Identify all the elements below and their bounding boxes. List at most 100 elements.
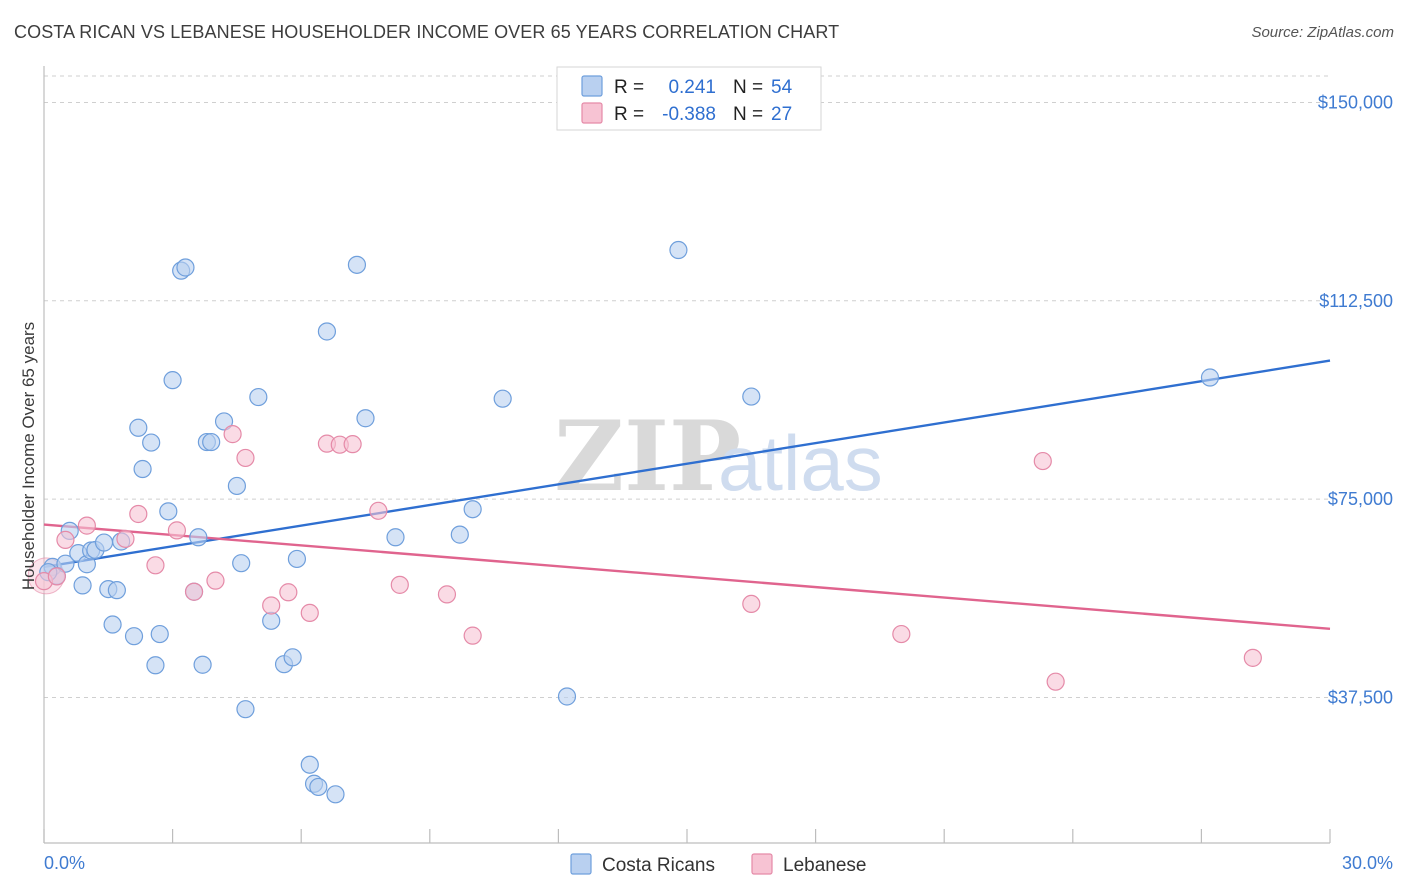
grid-lines <box>44 75 1330 699</box>
point-costa-ricans-18 <box>146 656 165 675</box>
point-costa-ricans-15 <box>129 418 148 437</box>
point-costa-ricans-34 <box>262 611 281 630</box>
y-tick-label-2: $112,500 <box>1319 291 1393 311</box>
data-points <box>27 240 1262 804</box>
legend-n-label-2: N = <box>733 104 763 125</box>
point-lebanese-4 <box>129 504 148 524</box>
bottom-legend-label-lebanese: Lebanese <box>783 855 866 876</box>
point-costa-ricans-48 <box>493 389 512 408</box>
point-lebanese-19 <box>437 585 457 604</box>
point-costa-ricans-21 <box>163 371 182 390</box>
point-costa-ricans-44 <box>356 409 375 428</box>
point-lebanese-10 <box>236 448 255 468</box>
point-costa-ricans-14 <box>124 627 144 646</box>
point-lebanese-6 <box>167 521 186 540</box>
x-tick-label-1: 30.0% <box>1342 853 1393 873</box>
y-tick-labels: $37,500 $75,000 $112,500 $150,000 <box>1318 92 1393 707</box>
bottom-legend-swatch-costa-ricans <box>570 853 592 875</box>
point-lebanese-26 <box>47 567 66 586</box>
y-tick-label-1: $75,000 <box>1328 489 1393 509</box>
legend-n-value-2: 27 <box>771 104 792 125</box>
point-costa-ricans-28 <box>202 432 221 452</box>
point-lebanese-2 <box>77 516 96 535</box>
point-costa-ricans-16 <box>133 459 152 479</box>
point-lebanese-23 <box>1033 451 1052 471</box>
point-lebanese-3 <box>116 529 135 548</box>
x-tick-label-0: 0.0% <box>44 853 85 873</box>
point-costa-ricans-37 <box>287 549 307 569</box>
point-costa-ricans-23 <box>176 258 195 277</box>
point-costa-ricans-43 <box>347 255 367 274</box>
trend-line-lebanese <box>43 523 1331 630</box>
point-costa-ricans-47 <box>463 500 482 519</box>
axes <box>43 66 1331 844</box>
bottom-legend: Costa Ricans Lebanese <box>570 853 866 876</box>
point-lebanese-16 <box>343 435 362 454</box>
legend-r-label-1: R = <box>614 77 644 98</box>
point-lebanese-5 <box>146 556 165 575</box>
point-costa-ricans-33 <box>249 387 268 407</box>
legend-r-label-2: R = <box>614 104 644 125</box>
point-costa-ricans-2 <box>56 554 75 573</box>
point-costa-ricans-30 <box>227 476 246 496</box>
trend-line-costa-ricans <box>43 359 1331 569</box>
point-lebanese-11 <box>262 596 281 615</box>
point-lebanese-9 <box>223 425 242 444</box>
legend-r-value-1: 0.241 <box>668 77 716 98</box>
point-lebanese-12 <box>279 583 298 602</box>
point-costa-ricans-42 <box>326 785 345 804</box>
point-costa-ricans-12 <box>107 581 126 600</box>
point-costa-ricans-38 <box>300 755 319 774</box>
y-axis-label: Householder Income Over 65 years <box>19 322 38 590</box>
legend-r-value-2: -0.388 <box>662 104 716 125</box>
bottom-legend-swatch-lebanese <box>751 853 773 875</box>
point-lebanese-24 <box>1046 672 1065 691</box>
point-lebanese-7 <box>184 582 204 601</box>
point-costa-ricans-45 <box>386 528 405 547</box>
point-costa-ricans-49 <box>557 687 577 706</box>
y-tick-label-3: $150,000 <box>1318 92 1393 112</box>
source-label: Source: ZipAtlas.com <box>1251 24 1394 41</box>
point-costa-ricans-26 <box>193 655 212 674</box>
y-tick-label-0: $37,500 <box>1328 688 1393 708</box>
point-lebanese-17 <box>369 501 388 520</box>
watermark-atlas: atlas <box>718 419 883 507</box>
point-costa-ricans-31 <box>232 554 251 573</box>
point-costa-ricans-19 <box>150 624 169 644</box>
point-lebanese-18 <box>390 575 409 594</box>
top-legend: R = 0.241 N = 54 R = -0.388 N = 27 <box>556 66 822 131</box>
point-costa-ricans-9 <box>94 533 114 552</box>
legend-swatch-lebanese <box>581 102 603 124</box>
point-costa-ricans-52 <box>1200 368 1220 387</box>
bottom-legend-label-costa-ricans: Costa Ricans <box>602 855 715 876</box>
point-lebanese-1 <box>56 530 75 550</box>
point-costa-ricans-41 <box>317 322 337 341</box>
chart-title: COSTA RICAN VS LEBANESE HOUSEHOLDER INCO… <box>14 22 840 42</box>
point-lebanese-13 <box>300 603 319 623</box>
point-costa-ricans-5 <box>73 576 92 595</box>
point-costa-ricans-29 <box>214 412 234 431</box>
point-costa-ricans-40 <box>309 777 328 797</box>
point-costa-ricans-17 <box>142 433 161 452</box>
point-costa-ricans-11 <box>103 615 122 634</box>
point-lebanese-8 <box>206 571 225 590</box>
point-costa-ricans-36 <box>283 648 302 667</box>
point-costa-ricans-32 <box>236 700 255 719</box>
x-tick-labels: 0.0% 30.0% <box>44 853 1393 873</box>
point-lebanese-22 <box>892 624 911 644</box>
point-costa-ricans-20 <box>159 502 178 521</box>
point-costa-ricans-46 <box>450 525 469 544</box>
point-lebanese-25 <box>1243 648 1262 667</box>
watermark: ZIP atlas <box>554 400 883 513</box>
trend-lines <box>43 359 1331 630</box>
point-lebanese-21 <box>742 594 761 614</box>
legend-n-value-1: 54 <box>771 77 793 98</box>
point-costa-ricans-25 <box>189 528 208 547</box>
point-costa-ricans-51 <box>742 387 761 406</box>
legend-n-label-1: N = <box>733 77 763 98</box>
point-lebanese-20 <box>463 626 482 645</box>
legend-swatch-costa-ricans <box>581 75 603 97</box>
watermark-zip: ZIP <box>554 400 741 513</box>
point-costa-ricans-50 <box>669 240 688 260</box>
